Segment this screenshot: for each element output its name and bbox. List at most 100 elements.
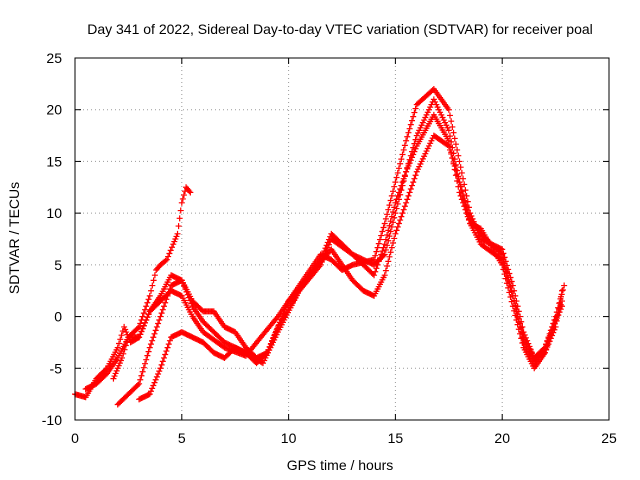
data-point (401, 203, 408, 210)
data-point (400, 206, 407, 213)
y-tick-label: 25 (46, 50, 62, 66)
data-point (401, 173, 408, 180)
data-point (411, 148, 418, 155)
data-point (150, 382, 157, 389)
data-point (517, 320, 523, 327)
data-point (452, 167, 459, 174)
data-point (555, 312, 562, 319)
data-point (187, 189, 194, 196)
data-point (159, 306, 166, 313)
data-point (178, 199, 185, 206)
data-point (156, 317, 163, 324)
data-point (325, 236, 332, 243)
data-point (271, 331, 278, 338)
data-point (457, 164, 464, 171)
data-point (162, 257, 169, 264)
data-point (151, 272, 158, 279)
data-point (385, 237, 392, 244)
y-tick-label: 15 (46, 153, 62, 169)
data-point (149, 282, 156, 289)
y-tick-label: 10 (46, 205, 62, 221)
data-point (323, 242, 330, 249)
data-point (142, 360, 149, 367)
data-point (275, 322, 282, 329)
data-point (392, 210, 399, 217)
data-point (451, 135, 458, 142)
data-point (405, 163, 412, 170)
data-point (138, 317, 145, 324)
data-point (401, 142, 408, 149)
data-point (174, 230, 181, 237)
data-point (399, 151, 406, 158)
y-axis-label: SDTVAR / TECUs (6, 182, 22, 294)
data-point (514, 311, 521, 318)
data-point (444, 142, 451, 149)
data-point (458, 169, 465, 176)
data-point (386, 253, 393, 260)
data-point (461, 197, 468, 204)
data-point (409, 117, 416, 124)
data-point (392, 230, 399, 237)
data-point (372, 252, 379, 259)
grid (75, 58, 609, 420)
data-point (268, 340, 275, 347)
data-point (384, 263, 391, 270)
data-point (134, 381, 141, 388)
data-point (152, 327, 159, 334)
data-point (455, 175, 462, 182)
data-point (121, 346, 128, 353)
data-point (505, 276, 512, 283)
data-point (158, 361, 165, 368)
data-point (391, 235, 398, 242)
data-point (168, 244, 175, 251)
data-point (386, 233, 393, 240)
data-point (541, 344, 548, 351)
data-point (388, 192, 395, 199)
data-point (114, 344, 121, 351)
data-point (393, 174, 400, 181)
tick-labels: 0 5 10 15 20 25 -10 -5 0 5 10 15 20 25 (42, 50, 617, 446)
data-point (279, 313, 286, 320)
data-point (165, 289, 172, 296)
data-point (394, 169, 401, 176)
data-point (180, 192, 187, 199)
data-point (147, 388, 154, 395)
data-point (464, 211, 471, 218)
data-point (463, 206, 470, 213)
data-point (149, 385, 156, 392)
data-point (404, 133, 411, 140)
data-point (145, 296, 152, 303)
data-point (157, 313, 164, 320)
data-point (373, 265, 380, 272)
data-point (449, 154, 456, 161)
data-point (412, 105, 419, 112)
data-point (559, 286, 566, 293)
data-point (445, 106, 452, 113)
data-point (379, 228, 386, 235)
data-point (552, 318, 559, 325)
data-point (142, 306, 149, 313)
y-tick-label: 0 (54, 309, 62, 325)
data-point (118, 354, 125, 361)
data-point (456, 179, 463, 186)
data-point (499, 256, 506, 263)
data-point (263, 350, 270, 357)
x-axis-label: GPS time / hours (287, 457, 394, 473)
data-point (137, 376, 144, 383)
data-point (278, 316, 285, 323)
data-point (150, 277, 157, 284)
chart-title: Day 341 of 2022, Sidereal Day-to-day VTE… (87, 21, 593, 37)
data-point (451, 163, 458, 170)
data-point (465, 215, 472, 222)
data-point (264, 349, 271, 356)
data-point (461, 181, 468, 188)
series-track-3 (114, 111, 566, 408)
data-point (394, 200, 401, 207)
data-point (163, 348, 170, 355)
data-point (116, 340, 123, 347)
data-point (397, 160, 404, 167)
data-point (382, 246, 389, 253)
data-point (158, 310, 165, 317)
plot-frame (74, 57, 610, 421)
